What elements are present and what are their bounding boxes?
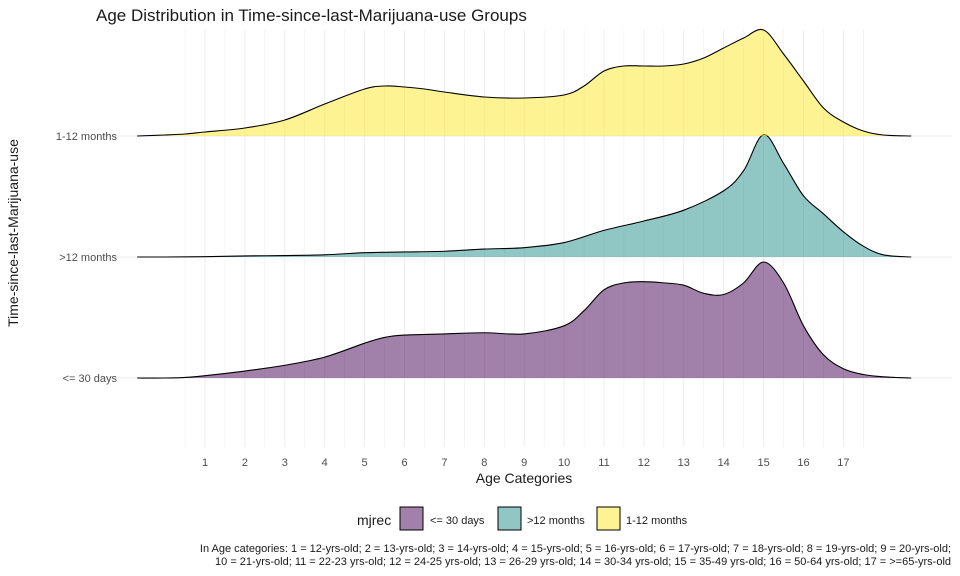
legend-label: >12 months [527, 515, 585, 527]
x-tick-label: 3 [282, 457, 288, 469]
x-axis-title: Age Categories [476, 470, 573, 486]
ridge-area-30-days [137, 262, 912, 379]
y-axis-title: Time-since-last-Marijuana-use [5, 139, 21, 327]
density-ridges [137, 28, 912, 379]
legend-label: <= 30 days [430, 515, 485, 527]
y-tick-label: >12 months [59, 252, 117, 264]
legend-key [399, 506, 424, 531]
y-tick-label: 1-12 months [56, 131, 118, 143]
legend-label: 1-12 months [626, 515, 688, 527]
y-axis-tick-labels: <= 30 days >12 months 1-12 months [56, 131, 118, 385]
x-tick-label: 14 [718, 457, 730, 469]
x-tick-label: 5 [362, 457, 368, 469]
x-tick-label: 6 [401, 457, 407, 469]
x-tick-label: 13 [678, 457, 690, 469]
x-tick-label: 2 [242, 457, 248, 469]
x-tick-label: 10 [558, 457, 570, 469]
x-tick-label: 17 [837, 457, 849, 469]
x-axis-tick-labels: 1 2 3 4 5 6 7 8 9 10 11 12 13 14 15 16 17 [202, 457, 850, 469]
ridge-line-30-days [137, 261, 912, 379]
x-tick-label: 9 [521, 457, 527, 469]
x-tick-label: 1 [202, 457, 208, 469]
y-tick-label: <= 30 days [63, 373, 118, 385]
legend-title: mjrec [357, 512, 391, 528]
ridge-line-12-months [137, 134, 912, 258]
ridge-area-1-12-months [137, 29, 912, 136]
x-tick-label: 7 [441, 457, 447, 469]
x-tick-label: 11 [598, 457, 609, 469]
caption: In Age categories: 1 = 12-yrs-old; 2 = 1… [200, 543, 951, 569]
x-tick-label: 8 [481, 457, 487, 469]
ridge-line-1-12-months [137, 28, 912, 137]
caption-line-2: 10 = 21-yrs-old; 11 = 22-23 yrs-old; 12 … [215, 556, 951, 568]
caption-line-1: In Age categories: 1 = 12-yrs-old; 2 = 1… [199, 543, 951, 555]
x-tick-label: 16 [797, 457, 809, 469]
ridge-area-12-months [137, 134, 912, 258]
x-tick-label: 12 [638, 457, 650, 469]
legend-key [497, 506, 522, 531]
x-tick-label: 15 [757, 457, 769, 469]
legend: mjrec <= 30 days >12 months 1-12 months [357, 506, 688, 531]
chart-title: Age Distribution in Time-since-last-Mari… [96, 6, 527, 25]
legend-key [596, 506, 621, 531]
x-tick-label: 4 [322, 457, 328, 469]
